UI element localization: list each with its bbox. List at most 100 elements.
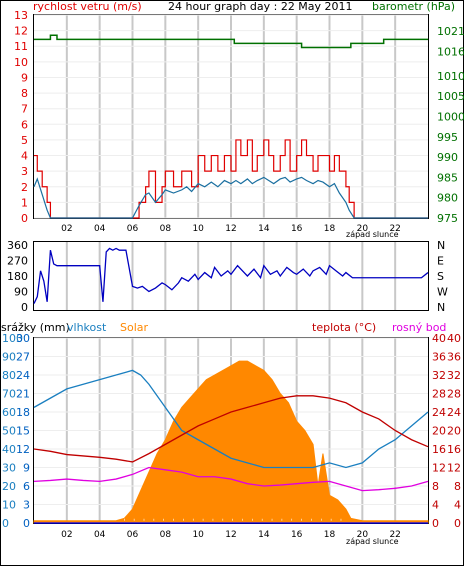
humidity-axis-label: vlhkost (67, 321, 107, 334)
humidity-series (33, 369, 429, 469)
solar-area (33, 360, 429, 524)
pressure-tick-label: 1000 (437, 111, 464, 124)
wind-tick-label: 9 (21, 71, 28, 84)
temperature-tick-label: 20 (432, 425, 446, 438)
x-tick-label: 06 (127, 224, 139, 234)
dewpoint-tick-label: 16 (447, 443, 461, 456)
compass-tick-label: N (437, 239, 445, 252)
x-tick-label: 10 (192, 530, 204, 540)
x-tick-label: 02 (61, 530, 72, 540)
dewpoint-tick-label: 32 (447, 369, 461, 382)
wind-tick-label: 5 (21, 134, 28, 147)
wind-tick-label: 6 (21, 118, 28, 131)
direction-tick-label: 180 (7, 270, 28, 283)
pressure-tick-label: 1005 (437, 90, 464, 103)
x-tick-label: 12 (225, 224, 236, 234)
humidity-tick-label: 100 (2, 332, 23, 345)
x-tick-label: 22 (389, 224, 400, 234)
humidity-tick-label: 10 (2, 499, 16, 512)
sunset-label-bottom: západ slunce (346, 537, 399, 546)
wind-tick-label: 2 (21, 181, 28, 194)
dewpoint-tick-label: 8 (454, 480, 461, 493)
humidity-tick-label: 60 (2, 406, 16, 419)
x-tick-label: 04 (94, 530, 106, 540)
dewpoint-series (33, 466, 429, 492)
wind-axis-label: rychlost vetru (m/s) (33, 0, 142, 13)
x-tick-label: 18 (324, 530, 336, 540)
dewpoint-tick-label: 20 (447, 425, 461, 438)
pressure-tick-label: 1021 (437, 25, 464, 38)
temperature-tick-label: 8 (432, 480, 439, 493)
compass-tick-label: E (437, 255, 444, 268)
temperature-tick-label: 32 (432, 369, 446, 382)
temperature-tick-label: 0 (432, 517, 439, 530)
dewpoint-tick-label: 36 (447, 351, 461, 364)
wind-tick-label: 7 (21, 103, 28, 116)
pressure-axis-label: barometr (hPa) (372, 0, 455, 13)
dewpoint-tick-label: 24 (447, 406, 461, 419)
pressure-series (34, 34, 428, 49)
dewpoint-tick-label: 12 (447, 462, 461, 475)
x-tick-label: 16 (291, 530, 303, 540)
humidity-tick-label: 80 (2, 369, 16, 382)
rain-tick-label: 30 (16, 332, 30, 345)
compass-tick-label: W (437, 286, 448, 299)
x-tick-label: 20 (357, 530, 369, 540)
direction-tick-label: 90 (14, 286, 28, 299)
rain-axis-label: srážky (mm) (1, 321, 70, 334)
temperature-tick-label: 4 (432, 499, 439, 512)
pressure-tick-label: 995 (437, 131, 458, 144)
x-tick-label: 08 (160, 224, 172, 234)
wind-tick-label: 4 (21, 150, 28, 163)
x-tick-label: 22 (389, 530, 400, 540)
x-tick-label: 12 (225, 530, 236, 540)
x-tick-label: 04 (94, 224, 106, 234)
temperature-tick-label: 36 (432, 351, 446, 364)
pressure-tick-label: 990 (437, 151, 458, 164)
wind-tick-label: 10 (14, 56, 28, 69)
direction-panel-frame (33, 241, 429, 311)
rain-tick-label: 0 (23, 517, 30, 530)
wind-tick-label: 12 (14, 25, 28, 38)
direction-tick-label: 0 (21, 301, 28, 314)
x-tick-label: 14 (258, 530, 270, 540)
rain-tick-label: 21 (16, 388, 30, 401)
rain-tick-label: 3 (23, 499, 30, 512)
dewpoint-tick-label: 0 (454, 517, 461, 530)
direction-tick-label: 360 (7, 239, 28, 252)
compass-tick-label: N (437, 301, 445, 314)
x-tick-label: 02 (61, 224, 72, 234)
x-tick-label: 08 (160, 530, 172, 540)
rain-tick-label: 27 (16, 351, 30, 364)
rain-tick-label: 12 (16, 443, 30, 456)
temperature-series (33, 395, 429, 463)
direction-tick-label: 270 (7, 255, 28, 268)
wind-tick-label: 1 (21, 196, 28, 209)
dewpoint-tick-label: 40 (447, 332, 461, 345)
rain-tick-label: 6 (23, 480, 30, 493)
rain-tick-label: 18 (16, 406, 30, 419)
x-tick-label: 14 (258, 224, 270, 234)
sunset-label-top: západ slunce (346, 230, 399, 239)
pressure-tick-label: 980 (437, 192, 458, 205)
solar-axis-label: Solar (120, 321, 149, 334)
temperature-tick-label: 12 (432, 462, 446, 475)
x-tick-label: 06 (127, 530, 139, 540)
humidity-tick-label: 40 (2, 443, 16, 456)
wind-direction-series (33, 247, 429, 304)
pressure-tick-label: 985 (437, 171, 458, 184)
x-tick-label: 20 (357, 224, 369, 234)
wind-gust-series (34, 139, 428, 219)
wind-tick-label: 3 (21, 165, 28, 178)
dewpoint-tick-label: 4 (454, 499, 461, 512)
rain-tick-label: 24 (16, 369, 30, 382)
dewpoint-tick-label: 28 (447, 388, 461, 401)
dewpoint-axis-label: rosný bod (392, 321, 446, 334)
humidity-tick-label: 20 (2, 480, 16, 493)
chart-title: 24 hour graph day : 22 May 2011 (168, 0, 353, 13)
wind-tick-label: 13 (14, 9, 28, 22)
wind-tick-label: 8 (21, 87, 28, 100)
temperature-tick-label: 28 (432, 388, 446, 401)
